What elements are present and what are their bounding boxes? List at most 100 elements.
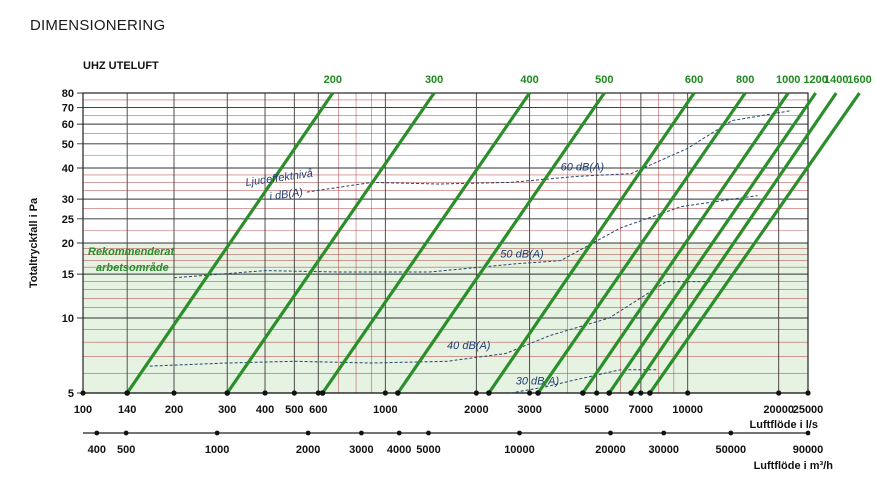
y-tick-label: 15 (62, 269, 74, 281)
x-tick-dot (805, 390, 811, 396)
x2-tick-dot (728, 430, 734, 436)
x-tick-label: 25000 (793, 404, 824, 416)
y-tick-label: 60 (62, 119, 74, 131)
x2-tick-dot (608, 430, 613, 436)
sound-level-label: 30 dB(A) (516, 376, 560, 388)
x2-tick-label: 5000 (416, 444, 440, 456)
y-tick-label: 80 (62, 88, 74, 100)
size-line (629, 92, 838, 394)
x2-tick-dot (805, 430, 811, 436)
y-tick-label: 70 (62, 102, 74, 114)
size-line-foot (535, 390, 541, 396)
x2-tick-dot (517, 430, 522, 436)
x2-tick-label: 90000 (793, 444, 824, 456)
x-tick-dot (315, 390, 321, 396)
x2-tick-dot (123, 430, 129, 436)
x-tick-label: 5000 (584, 404, 608, 416)
size-line-foot (224, 390, 231, 396)
sound-curve (510, 369, 659, 394)
x2-tick-dot (661, 430, 667, 436)
chart-title: UHZ UTELUFT (83, 60, 159, 72)
y-axis-label: Totaltryckfall i Pa (28, 197, 40, 288)
x-tick-label: 300 (218, 404, 236, 416)
x-tick-label: 3000 (517, 404, 541, 416)
size-line-label: 400 (520, 74, 538, 86)
x-tick-dot (685, 390, 691, 396)
x2-tick-label: 4000 (387, 444, 411, 456)
size-line-foot (580, 390, 586, 396)
size-line-foot (319, 390, 326, 396)
x-tick-label: 2000 (464, 404, 488, 416)
size-line-foot (606, 390, 612, 396)
y-tick-label: 5 (68, 388, 74, 400)
x-tick-label: 200 (165, 404, 183, 416)
x-axis-label: Luftflöde i l/s (750, 419, 818, 431)
x2-tick-dot (359, 430, 364, 436)
size-line-foot (124, 390, 130, 396)
x-tick-label: 100 (74, 404, 92, 416)
x-tick-dot (382, 390, 388, 396)
sound-level-label: 50 dB(A) (500, 248, 544, 260)
sound-title-2: i dB(A) (269, 186, 304, 203)
x-tick-label: 500 (285, 404, 303, 416)
size-line (607, 92, 817, 394)
x-tick-label: 20000 (763, 404, 794, 416)
x-tick-dot (526, 390, 533, 396)
x-tick-label: 1000 (373, 404, 397, 416)
x2-axis-label: Luftflöde i m³/h (754, 460, 834, 472)
size-line-foot (647, 390, 653, 396)
x-tick-label: 600 (309, 404, 327, 416)
x2-tick-dot (214, 430, 220, 436)
recommended-label-2: arbetsområde (96, 262, 169, 274)
x2-tick-label: 2000 (296, 444, 320, 456)
size-line-foot (628, 390, 634, 396)
x-tick-dot (473, 390, 479, 396)
size-line-label: 800 (736, 74, 754, 86)
x-tick-dot (171, 390, 177, 396)
size-line (125, 92, 335, 394)
size-line-label: 600 (685, 74, 703, 86)
x2-tick-label: 500 (117, 444, 135, 456)
x2-tick-label: 20000 (595, 444, 626, 456)
x-tick-label: 10000 (672, 404, 703, 416)
page-heading: DIMENSIONERING (30, 17, 166, 34)
x2-tick-dot (426, 430, 431, 436)
size-line (581, 92, 790, 394)
size-line (396, 92, 606, 394)
y-tick-label: 40 (62, 163, 74, 175)
y-tick-label: 30 (62, 194, 74, 206)
size-line (648, 92, 861, 394)
x-tick-label: 140 (118, 404, 136, 416)
x-tick-label: 400 (256, 404, 274, 416)
y-tick-label: 25 (62, 214, 74, 226)
sound-level-label: 40 dB(A) (447, 340, 491, 352)
x-tick-label: 7000 (629, 404, 653, 416)
recommended-label-1: Rekommenderat (88, 246, 176, 258)
size-line (225, 92, 436, 394)
x-tick-dot (776, 390, 782, 396)
size-line-label: 1000 (776, 74, 800, 86)
x2-tick-label: 3000 (349, 444, 373, 456)
x2-tick-label: 10000 (504, 444, 535, 456)
sound-curve (306, 110, 792, 193)
x-tick-dot (80, 390, 86, 396)
size-line-label: 500 (595, 74, 613, 86)
x2-tick-dot (94, 430, 100, 436)
size-line-label: 300 (425, 74, 443, 86)
x2-tick-label: 50000 (716, 444, 747, 456)
x2-tick-dot (305, 430, 311, 436)
y-tick-label: 10 (62, 313, 74, 325)
x2-tick-label: 400 (88, 444, 106, 456)
x2-tick-dot (396, 430, 402, 436)
size-line-label: 200 (324, 74, 342, 86)
y-tick-label: 50 (62, 139, 74, 151)
size-line-label: 1600 (847, 74, 871, 86)
x2-tick-label: 1000 (205, 444, 229, 456)
size-line (321, 92, 531, 394)
x-tick-dot (638, 390, 644, 396)
x-tick-dot (291, 390, 297, 396)
sound-level-label: 60 dB(A) (561, 162, 605, 174)
size-line-label: 1400 (824, 74, 848, 86)
y-tick-label: 20 (62, 238, 74, 250)
